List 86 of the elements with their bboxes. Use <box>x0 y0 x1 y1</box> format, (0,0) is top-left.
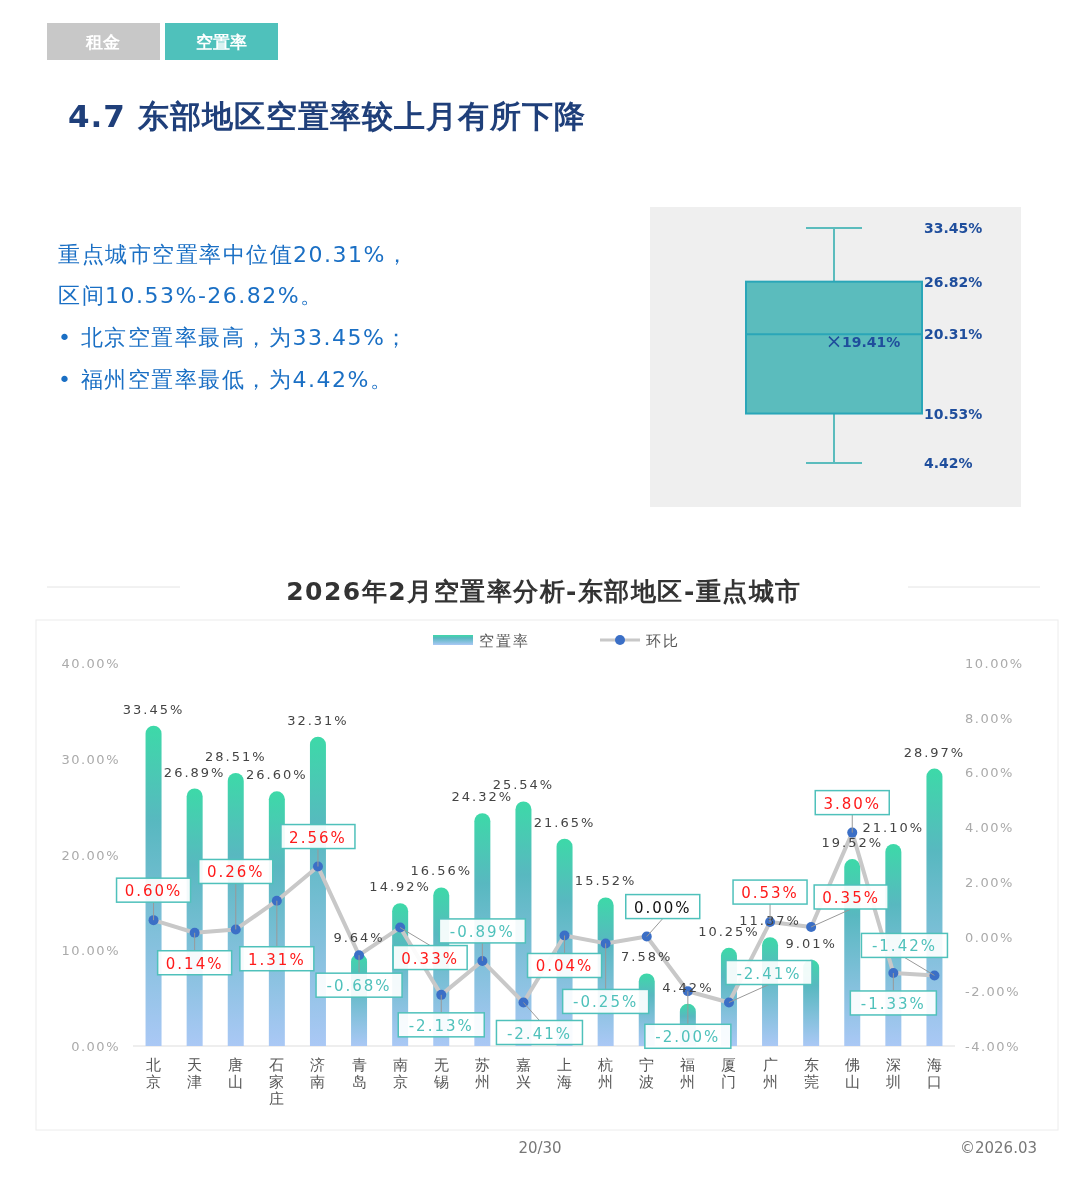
x-tick-label: 广州 <box>762 1056 778 1091</box>
x-tick-label: 嘉兴 <box>515 1056 531 1091</box>
y2-tick-label: 4.00% <box>965 820 1014 836</box>
y-tick-label: 4.42% <box>924 455 973 471</box>
x-tick-label: 福州 <box>680 1056 696 1091</box>
y2-tick-label: 2.00% <box>965 874 1014 890</box>
data-label: 21.10% <box>862 819 925 835</box>
x-tick-label: 杭州 <box>597 1056 614 1091</box>
data-label: 9.64% <box>333 929 385 945</box>
data-label: 32.31% <box>287 712 349 728</box>
data-label: 16.56% <box>410 863 473 879</box>
text: • 福州空置率最低，为4.42%。 <box>58 367 394 392</box>
text: 20/30 <box>518 1139 562 1157</box>
data-label: -2.41% <box>506 1024 572 1043</box>
y-tick-label: 26.82% <box>924 273 983 290</box>
data-label: -0.68% <box>326 977 392 996</box>
data-label: 26.89% <box>163 764 226 780</box>
data-label: -2.00% <box>655 1028 721 1047</box>
data-label: 21.65% <box>533 814 596 830</box>
y-tick-label: 30.00% <box>61 751 120 767</box>
y-tick-label: 10.00% <box>61 943 120 959</box>
data-label: 33.45% <box>122 701 185 717</box>
x-tick-label: 北京 <box>146 1056 162 1091</box>
x-tick-label: 南京 <box>392 1056 408 1091</box>
data-label: 28.51% <box>204 749 267 765</box>
y2-tick-label: 0.00% <box>965 929 1014 945</box>
data-label: 0.33% <box>401 949 459 968</box>
data-label: 0.53% <box>741 884 799 903</box>
text: 4.7 东部地区空置率较上月有所下降 <box>68 98 586 134</box>
x-tick-label: 天津 <box>187 1056 203 1091</box>
y2-tick-label: -2.00% <box>965 984 1020 1000</box>
data-label: 14.92% <box>369 879 431 895</box>
y-tick-label: 20.00% <box>61 847 120 863</box>
x-tick-label: 济南 <box>310 1056 326 1091</box>
data-label: 0.04% <box>535 957 594 976</box>
data-label: -0.25% <box>573 993 639 1012</box>
annotation: 19.41% <box>842 333 901 350</box>
data-label: 26.60% <box>246 767 308 783</box>
data-label: 0.14% <box>165 954 224 973</box>
data-label: -1.42% <box>871 937 937 956</box>
data-label: -2.13% <box>408 1016 474 1035</box>
data-label: -1.33% <box>860 994 926 1013</box>
x-tick-label: 厦门 <box>721 1056 737 1091</box>
x-tick-label: 无锡 <box>432 1056 449 1091</box>
data-label: -2.41% <box>736 964 802 983</box>
x-tick-label: 苏州 <box>474 1056 490 1091</box>
y2-tick-label: -4.00% <box>965 1039 1020 1054</box>
x-tick-label: 上海 <box>557 1056 573 1091</box>
chart-title: 2026年2月空置率分析-东部地区-重点城市 <box>286 577 802 606</box>
data-label: 1.31% <box>248 950 306 969</box>
data-label: 4.42% <box>662 979 714 995</box>
data-label: 0.26% <box>206 863 265 882</box>
data-label: 19.52% <box>821 835 884 851</box>
y-tick-label: 20.31% <box>924 326 983 343</box>
x-tick-label: 石家庄 <box>269 1056 285 1108</box>
x-tick-label: 宁波 <box>639 1056 655 1091</box>
text: ©2026.03 <box>959 1139 1037 1157</box>
y-tick-label: 40.00% <box>61 656 120 671</box>
y-tick-label: 10.53% <box>924 405 983 422</box>
x-tick-label: 青岛 <box>351 1056 367 1091</box>
text: 重点城市空置率中位值20.31%， <box>58 242 410 267</box>
data-label: 0.60% <box>124 882 183 901</box>
x-tick-label: 唐山 <box>228 1056 244 1091</box>
data-label: 0.00% <box>633 898 692 917</box>
text: 区间10.53%-26.82%。 <box>58 283 324 308</box>
x-tick-label: 海口 <box>926 1056 942 1091</box>
text: • 北京空置率最高，为33.45%； <box>58 325 409 350</box>
data-label: 7.58% <box>621 949 673 965</box>
y-tick-label: 0.00% <box>71 1039 120 1054</box>
x-tick-label: 深圳 <box>884 1056 901 1091</box>
legend-label: 环比 <box>646 632 680 650</box>
data-label: 0.35% <box>822 889 880 907</box>
data-label: 9.01% <box>785 935 837 951</box>
data-label: 3.80% <box>823 794 882 813</box>
y-tick-label: 33.45% <box>924 220 983 236</box>
data-label: 28.97% <box>903 744 966 760</box>
x-tick-label: 东莞 <box>803 1056 819 1091</box>
y2-tick-label: 10.00% <box>965 656 1024 671</box>
data-label: 15.52% <box>574 873 637 889</box>
x-tick-label: 佛山 <box>844 1056 860 1091</box>
data-label: -0.89% <box>449 922 515 941</box>
y2-tick-label: 8.00% <box>965 710 1014 726</box>
text: 空置率 <box>195 32 247 52</box>
legend-label: 空置率 <box>479 632 530 650</box>
y2-tick-label: 6.00% <box>965 765 1014 781</box>
data-label: 2.56% <box>289 828 347 847</box>
